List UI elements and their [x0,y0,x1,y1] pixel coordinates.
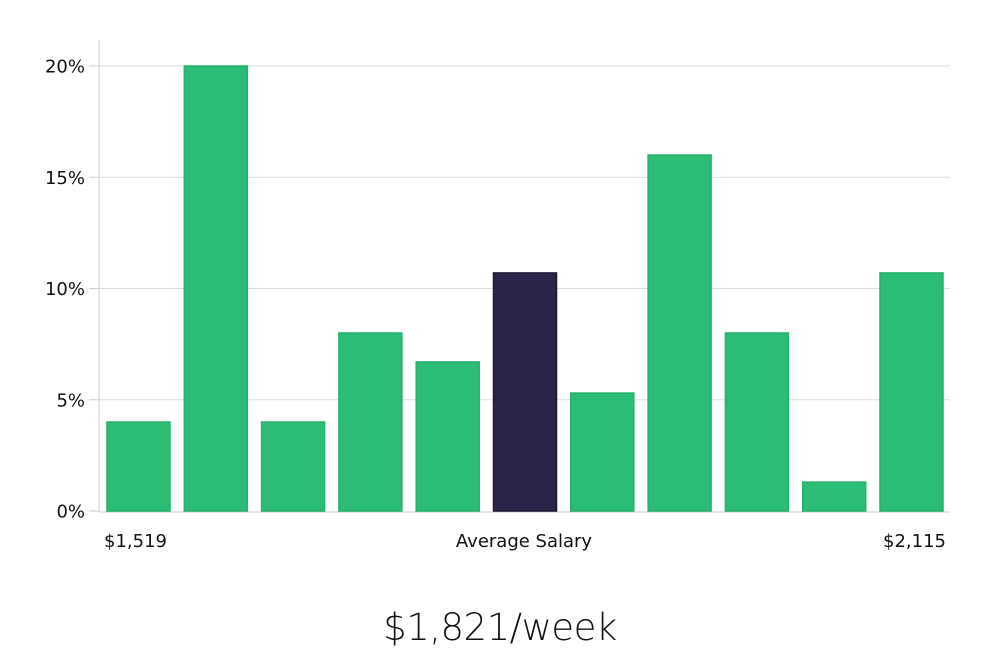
bar [106,421,171,512]
bar [260,421,326,512]
y-tick-label: 0% [56,502,85,523]
bar [724,332,790,512]
x-axis-title: Average Salary [456,531,593,552]
y-tick-label: 10% [45,279,85,300]
bar [415,361,480,512]
bar [647,154,712,512]
bar [338,332,403,512]
bar [879,272,944,512]
x-min-label: $1,519 [104,531,167,552]
bars [106,65,944,512]
bar [801,481,867,512]
bar [183,65,249,512]
y-tick-label: 20% [45,57,85,78]
bar-highlighted [492,272,558,512]
y-axis-ticks: 0% 5% 10% 15% 20% [45,57,99,523]
y-tick-label: 15% [45,168,85,189]
y-tick-label: 5% [56,390,85,411]
average-salary-value: $1,821/week [383,606,617,649]
salary-histogram: 0% 5% 10% 15% 20% $1,519 Average Salary $2,1… [45,40,950,552]
bar [570,392,635,512]
x-max-label: $2,115 [883,531,946,552]
